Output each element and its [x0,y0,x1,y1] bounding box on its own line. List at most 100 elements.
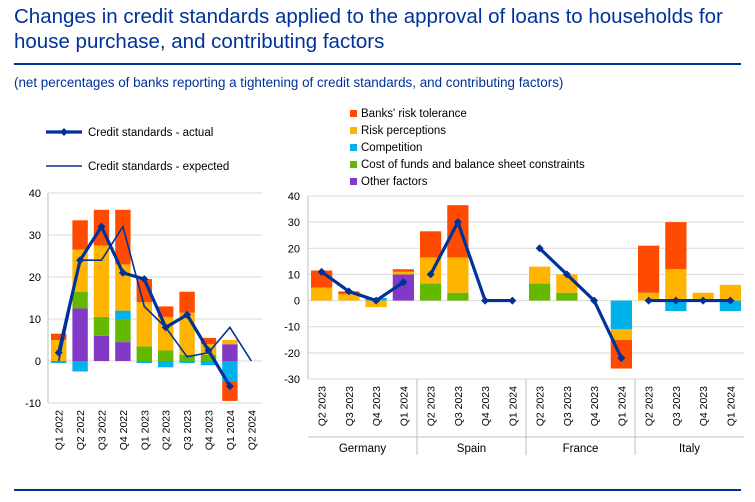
right-actual-marker [535,244,544,253]
right-bar-germany-q2-2023-risk-perceptions [311,287,333,301]
left-bar-q4-2022-other-factors [115,342,131,361]
right-x-tick-label: Q2 2023 [426,386,438,426]
right-actual-marker [344,287,353,296]
right-x-tick-label: Q1 2024 [507,386,519,426]
right-bar-germany-q1-2024-banks-risk-tolerance [392,269,414,272]
right-actual-marker [699,296,708,305]
group-label-germany: Germany [339,443,387,455]
right-bar-italy-q3-2023-competition [665,300,687,312]
right-bar-italy-q1-2024-risk-perceptions [719,284,741,301]
left-bar-q1-2024-banks-risk-tolerance [222,382,238,401]
left-bar-q3-2022-cost-of-funds-and-balance-sheet-constraints [93,316,110,336]
left-bar-q1-2024-risk-perceptions [222,340,238,345]
left-actual-marker [54,348,63,357]
right-bar-france-q3-2023-cost-of-funds-and-balance-sheet-constraints [556,292,578,301]
right-bar-france-q2-2023-risk-perceptions [529,266,551,284]
left-bar-q1-2022-competition [51,361,67,364]
right-bar-italy-q2-2023-banks-risk-tolerance [638,245,660,293]
left-actual-marker [140,275,149,284]
right-y-tick-label: 30 [288,217,300,229]
right-line-actual-germany [320,270,405,303]
left-bar-q2-2023-banks-risk-tolerance [158,306,174,317]
group-label-spain: Spain [457,443,486,455]
right-x-tick-label: Q4 2023 [371,386,383,426]
left-actual-marker [161,323,170,332]
right-x-tick-label: Q4 2023 [698,386,710,426]
legend-risk-perceptions-label: Risk perceptions [361,125,446,137]
left-x-tick-label: Q2 2024 [246,410,258,450]
left-line-expected [57,224,252,362]
left-x-tick-label: Q3 2022 [97,410,109,450]
right-x-tick-label: Q2 2023 [317,386,329,426]
right-actual-marker [671,296,680,305]
right-bar-germany-q3-2023-risk-perceptions [338,294,360,301]
left-bar-q4-2023-cost-of-funds-and-balance-sheet-constraints [200,354,217,361]
right-y-tick-label: -30 [284,374,300,386]
left-actual-marker [118,268,127,277]
right-actual-marker [644,296,653,305]
left-bar-q3-2023-banks-risk-tolerance [179,291,195,313]
left-actual-marker [183,310,192,319]
legend-cost-of-funds-and-balance-sheet-constraints-swatch [350,161,357,168]
right-y-tick-label: 20 [288,243,300,255]
left-y-tick-label: -10 [25,398,41,410]
left-actual-marker [225,382,234,391]
left-y-tick-label: 20 [29,272,41,284]
right-y-tick-label: -20 [284,348,300,360]
legend-risk-perceptions-swatch [350,127,357,134]
right-actual-marker [726,296,735,305]
right-line-actual-france [538,247,623,359]
right-y-tick-label: 10 [288,269,300,281]
left-bar-q3-2022-risk-perceptions [93,245,110,317]
right-actual-marker [317,267,326,276]
group-label-france: France [563,443,599,455]
right-bar-spain-q3-2023-banks-risk-tolerance [447,205,469,258]
legend-actual-label: Credit standards - actual [88,127,213,139]
right-bar-italy-q3-2023-risk-perceptions [665,269,687,301]
left-bar-q1-2022-banks-risk-tolerance [51,333,67,340]
right-bar-spain-q2-2023-cost-of-funds-and-balance-sheet-constraints [420,283,442,301]
right-x-tick-label: Q2 2023 [644,386,656,426]
right-bar-france-q1-2024-risk-perceptions [610,329,632,340]
left-bar-q2-2022-competition [72,361,88,372]
legend-expected-label: Credit standards - expected [88,161,229,173]
right-bar-italy-q1-2024-competition [719,300,741,312]
legend-cost-of-funds-and-balance-sheet-constraints-label: Cost of funds and balance sheet constrai… [361,159,585,171]
left-x-tick-label: Q2 2023 [161,410,173,450]
left-x-tick-label: Q1 2023 [139,410,151,450]
right-bar-france-q2-2023-cost-of-funds-and-balance-sheet-constraints [529,283,551,301]
right-actual-marker [590,296,599,305]
right-x-tick-label: Q1 2024 [725,386,737,426]
left-y-tick-label: 40 [29,188,41,200]
right-bar-spain-q3-2023-cost-of-funds-and-balance-sheet-constraints [447,292,469,301]
left-bar-q1-2023-risk-perceptions [136,302,152,347]
right-actual-marker [453,218,462,227]
left-bar-q3-2023-competition [179,361,195,364]
left-x-tick-label: Q1 2022 [54,410,66,450]
right-bar-spain-q3-2023-risk-perceptions [447,257,469,293]
title-divider [14,63,741,65]
left-bar-q4-2023-banks-risk-tolerance [200,337,217,345]
left-bar-q2-2023-cost-of-funds-and-balance-sheet-constraints [158,350,174,361]
legend-other-factors-label: Other factors [361,176,428,188]
chart-subtitle: (net percentages of banks reporting a ti… [14,75,564,90]
right-y-tick-label: -10 [284,322,300,334]
right-bar-france-q1-2024-competition [610,300,632,330]
left-y-tick-label: 30 [29,230,41,242]
left-x-tick-label: Q3 2023 [182,410,194,450]
left-x-tick-label: Q4 2022 [118,410,130,450]
left-bar-q2-2022-banks-risk-tolerance [72,220,88,250]
left-y-tick-label: 0 [35,356,41,368]
legend-competition-label: Competition [361,142,422,154]
left-actual-marker [76,256,85,265]
right-x-tick-label: Q2 2023 [535,386,547,426]
legend-actual-marker [60,128,68,136]
right-bar-italy-q3-2023-banks-risk-tolerance [665,222,687,270]
right-x-tick-label: Q3 2023 [453,386,465,426]
right-x-tick-label: Q4 2023 [480,386,492,426]
left-bar-q3-2022-other-factors [93,335,110,361]
right-line-actual-spain [429,218,513,303]
left-actual-marker [204,346,213,355]
left-bar-q1-2024-other-factors [222,344,238,361]
group-label-italy: Italy [679,443,700,455]
